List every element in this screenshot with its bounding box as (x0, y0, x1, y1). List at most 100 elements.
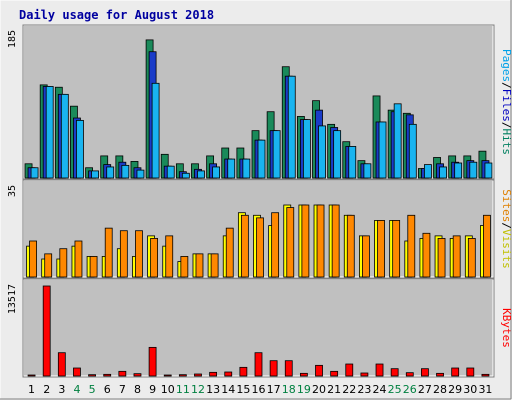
bar-sites-day-13 (210, 253, 219, 278)
bar-kbytes-day-22 (345, 363, 354, 377)
bar-kbytes-day-7 (118, 370, 127, 377)
top-max-label: 185 (7, 30, 18, 48)
x-tick-label-day-14: 14 (221, 383, 235, 396)
bar-sites-day-30 (467, 238, 476, 278)
x-tick-label-day-26: 26 (403, 383, 417, 396)
x-tick-label-day-12: 12 (191, 383, 205, 396)
bar-kbytes-day-26 (405, 372, 414, 377)
x-tick-label-day-11: 11 (176, 383, 190, 396)
bar-pages-day-31 (484, 162, 493, 179)
x-tick-label-day-22: 22 (342, 383, 356, 396)
bar-sites-day-21 (331, 204, 340, 278)
bar-kbytes-day-16 (254, 352, 263, 377)
bar-pages-day-14 (227, 158, 236, 179)
bar-pages-day-22 (348, 146, 357, 179)
chart-title: Daily usage for August 2018 (19, 8, 214, 22)
bar-sites-day-12 (195, 253, 204, 278)
bar-pages-day-13 (212, 166, 221, 179)
bar-sites-day-6 (104, 227, 113, 278)
bar-pages-day-1 (30, 167, 39, 179)
x-tick-label-day-17: 17 (267, 383, 281, 396)
bar-pages-day-5 (91, 170, 99, 179)
bar-pages-day-19 (302, 119, 311, 179)
bar-kbytes-day-5 (88, 374, 96, 377)
middle-panel: 35 (7, 179, 495, 279)
x-tick-label-day-30: 30 (463, 383, 477, 396)
x-tick-label-day-10: 10 (161, 383, 175, 396)
bar-kbytes-day-27 (421, 368, 429, 377)
bar-sites-day-10 (165, 235, 174, 278)
bar-pages-day-8 (136, 169, 145, 179)
bar-pages-day-26 (408, 123, 417, 179)
bar-pages-day-25 (393, 103, 402, 179)
bar-sites-day-24 (377, 220, 385, 278)
bar-sites-day-7 (119, 230, 128, 278)
middle-legend: Sites/Visits (500, 189, 512, 269)
x-tick-label-day-25: 25 (388, 383, 402, 396)
x-tick-label-day-1: 1 (28, 383, 35, 396)
bar-kbytes-day-24 (375, 363, 384, 377)
x-tick-label-day-15: 15 (236, 383, 250, 396)
legend-item-sites: Sites (500, 189, 512, 222)
bar-kbytes-day-23 (360, 372, 369, 377)
bar-pages-day-10 (166, 165, 175, 179)
bar-sites-day-9 (150, 238, 159, 278)
bar-kbytes-day-1 (27, 374, 36, 377)
bar-kbytes-day-31 (481, 373, 490, 377)
bar-sites-day-22 (346, 214, 355, 278)
legend-item-files: Files (500, 89, 512, 122)
top-series-pages (30, 75, 493, 179)
bar-sites-day-14 (225, 227, 234, 278)
bar-sites-day-26 (407, 214, 416, 278)
bar-pages-day-9 (151, 82, 160, 179)
bar-pages-day-29 (454, 162, 463, 179)
bar-kbytes-day-2 (42, 285, 51, 377)
bar-kbytes-day-25 (390, 368, 399, 377)
bar-pages-day-23 (363, 163, 372, 179)
bar-kbytes-day-10 (163, 374, 172, 377)
bar-pages-day-11 (181, 172, 190, 179)
bar-sites-day-31 (483, 214, 491, 278)
legend-separator: / (500, 122, 512, 129)
bar-sites-day-5 (89, 256, 98, 278)
bar-kbytes-day-14 (224, 371, 233, 377)
bottom-max-label: 13517 (7, 284, 18, 314)
x-tick-label-day-16: 16 (252, 383, 266, 396)
bar-kbytes-day-29 (451, 367, 460, 377)
bar-pages-day-12 (197, 170, 205, 179)
bottom-legend: KBytes (500, 308, 512, 348)
bar-kbytes-day-9 (148, 346, 157, 377)
bar-kbytes-day-20 (315, 364, 323, 377)
bar-pages-day-28 (439, 166, 447, 179)
x-tick-label-day-19: 19 (297, 383, 311, 396)
bar-sites-day-17 (271, 212, 280, 278)
legend-item-pages: Pages (500, 49, 512, 82)
bar-sites-day-2 (44, 253, 53, 278)
bar-sites-day-27 (422, 232, 431, 278)
bar-sites-day-15 (240, 214, 249, 278)
bar-sites-day-23 (361, 235, 370, 278)
bar-pages-day-15 (242, 158, 251, 179)
bar-kbytes-day-6 (103, 373, 112, 377)
x-tick-label-day-2: 2 (43, 383, 50, 396)
x-tick-label-day-29: 29 (448, 383, 462, 396)
bar-kbytes-day-11 (178, 374, 187, 377)
bar-sites-day-20 (316, 204, 325, 278)
bar-kbytes-day-13 (209, 371, 218, 377)
legend-item-hits: Hits (500, 129, 512, 156)
bar-sites-day-4 (74, 240, 83, 278)
top-legend: Pages/Files/Hits (500, 49, 512, 155)
bar-sites-day-3 (59, 248, 68, 278)
bar-pages-day-17 (272, 130, 281, 179)
x-tick-label-day-9: 9 (149, 383, 156, 396)
x-tick-label-day-3: 3 (58, 383, 65, 396)
bar-sites-day-16 (256, 217, 264, 278)
bar-kbytes-day-17 (269, 360, 278, 377)
bar-pages-day-27 (424, 164, 432, 179)
bar-sites-day-25 (392, 220, 401, 278)
bar-pages-day-3 (60, 93, 69, 179)
x-tick-label-day-24: 24 (373, 383, 387, 396)
bar-kbytes-day-3 (57, 352, 66, 377)
